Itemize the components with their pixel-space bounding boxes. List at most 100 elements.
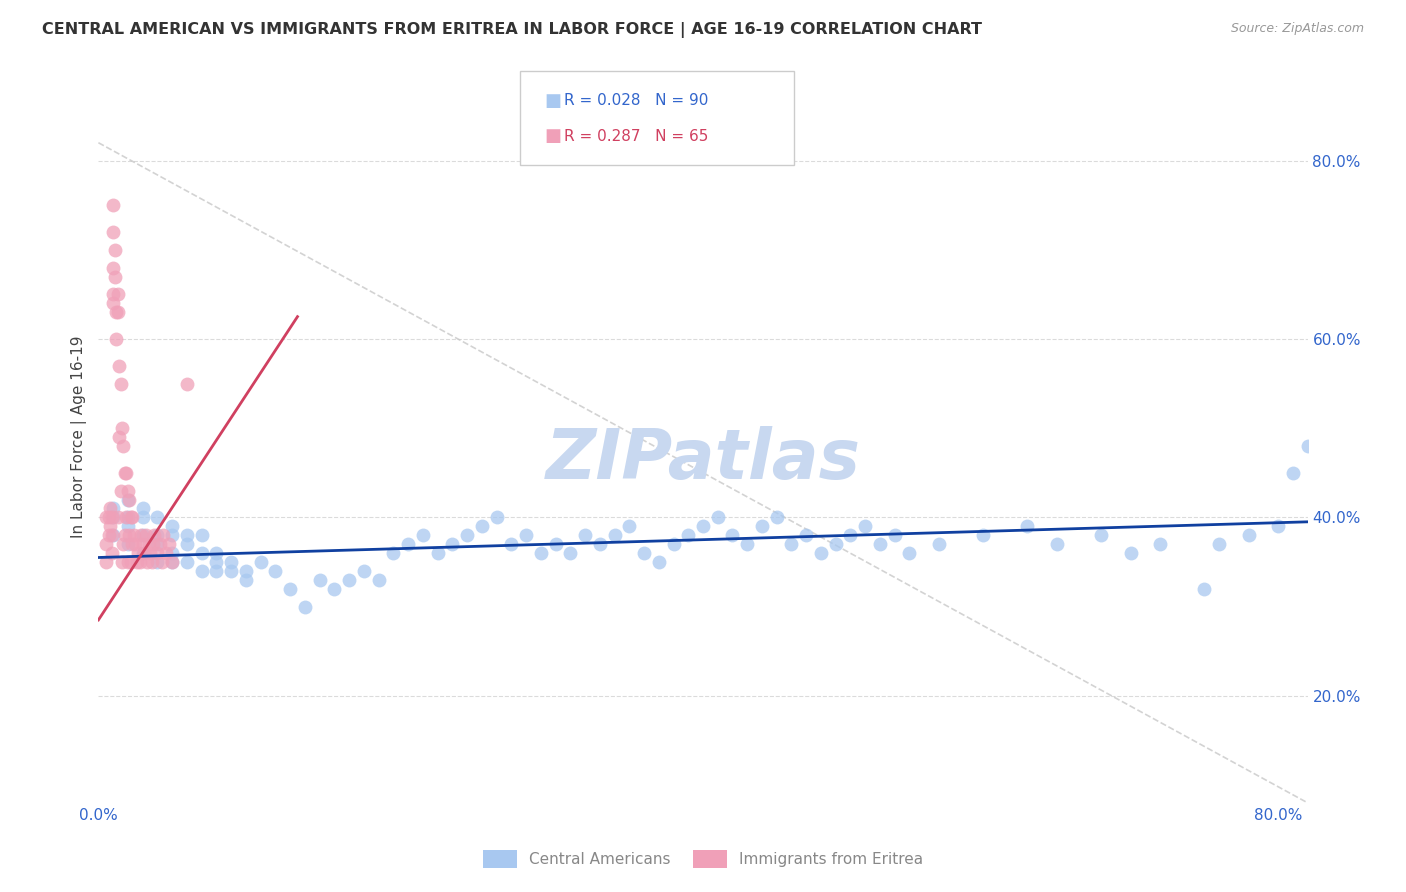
Point <box>176 555 198 569</box>
Point <box>134 546 156 560</box>
Point <box>869 537 891 551</box>
Point <box>138 537 160 551</box>
Point <box>633 546 655 560</box>
Point <box>118 492 141 507</box>
Point <box>121 537 143 551</box>
Point <box>219 564 242 578</box>
Point <box>190 546 212 560</box>
Point <box>111 555 134 569</box>
Point <box>101 198 124 212</box>
Point <box>107 287 129 301</box>
Point <box>101 501 124 516</box>
Point <box>1090 528 1112 542</box>
Point <box>441 537 464 551</box>
Point <box>101 260 124 275</box>
Point <box>678 528 700 542</box>
Point <box>149 537 172 551</box>
Point <box>205 546 228 560</box>
Point <box>1208 537 1230 551</box>
Text: ■: ■ <box>544 128 561 145</box>
Point <box>117 483 139 498</box>
Point <box>1149 537 1171 551</box>
Point <box>117 510 139 524</box>
Point <box>426 546 449 560</box>
Point <box>515 528 537 542</box>
Point <box>117 519 139 533</box>
Point <box>98 501 121 516</box>
Point <box>382 546 405 560</box>
Point <box>824 537 846 551</box>
Point <box>264 564 287 578</box>
Point <box>160 528 183 542</box>
Point <box>1119 546 1142 560</box>
Point <box>160 555 183 569</box>
Point <box>107 510 129 524</box>
Point <box>143 528 166 542</box>
Point <box>589 537 612 551</box>
Point <box>1017 519 1039 533</box>
Point <box>794 528 817 542</box>
Point <box>294 599 316 614</box>
Point <box>1237 528 1260 542</box>
Point <box>125 555 148 569</box>
Point <box>692 519 714 533</box>
Point <box>1046 537 1069 551</box>
Legend: Central Americans, Immigrants from Eritrea: Central Americans, Immigrants from Eritr… <box>475 843 931 876</box>
Point <box>839 528 862 542</box>
Point <box>114 528 136 542</box>
Point <box>574 528 596 542</box>
Point <box>136 555 159 569</box>
Point <box>146 537 169 551</box>
Point <box>108 430 131 444</box>
Point <box>131 528 153 542</box>
Point <box>97 528 120 542</box>
Point <box>110 483 132 498</box>
Point <box>114 466 136 480</box>
Point <box>100 510 122 524</box>
Point <box>101 287 124 301</box>
Point <box>117 492 139 507</box>
Point <box>104 269 127 284</box>
Point <box>1267 519 1289 533</box>
Point <box>160 555 183 569</box>
Point <box>100 528 122 542</box>
Point <box>883 528 905 542</box>
Point <box>1194 582 1216 596</box>
Point <box>176 528 198 542</box>
Point <box>353 564 375 578</box>
Text: R = 0.028   N = 90: R = 0.028 N = 90 <box>564 94 709 108</box>
Point <box>120 510 142 524</box>
Point <box>648 555 671 569</box>
Point <box>101 296 124 310</box>
Point <box>176 376 198 391</box>
Point <box>94 510 117 524</box>
Point <box>141 555 163 569</box>
Point <box>456 528 478 542</box>
Point <box>190 528 212 542</box>
Point <box>323 582 346 596</box>
Point <box>128 555 150 569</box>
Point <box>176 537 198 551</box>
Point <box>101 528 124 542</box>
Point <box>100 546 122 560</box>
Text: R = 0.287   N = 65: R = 0.287 N = 65 <box>564 129 709 144</box>
Point <box>118 528 141 542</box>
Point <box>249 555 271 569</box>
Point <box>94 555 117 569</box>
Point <box>1296 439 1319 453</box>
Point <box>190 564 212 578</box>
Point <box>127 546 149 560</box>
Point <box>619 519 641 533</box>
Text: CENTRAL AMERICAN VS IMMIGRANTS FROM ERITREA IN LABOR FORCE | AGE 16-19 CORRELATI: CENTRAL AMERICAN VS IMMIGRANTS FROM ERIT… <box>42 22 983 38</box>
Text: ■: ■ <box>544 92 561 110</box>
Point <box>810 546 832 560</box>
Text: ZIPatlas: ZIPatlas <box>546 425 860 492</box>
Point <box>131 546 153 560</box>
Point <box>485 510 508 524</box>
Point <box>146 510 169 524</box>
Point <box>735 537 758 551</box>
Point <box>308 573 330 587</box>
Point <box>780 537 803 551</box>
Point <box>101 510 124 524</box>
Point <box>122 528 145 542</box>
